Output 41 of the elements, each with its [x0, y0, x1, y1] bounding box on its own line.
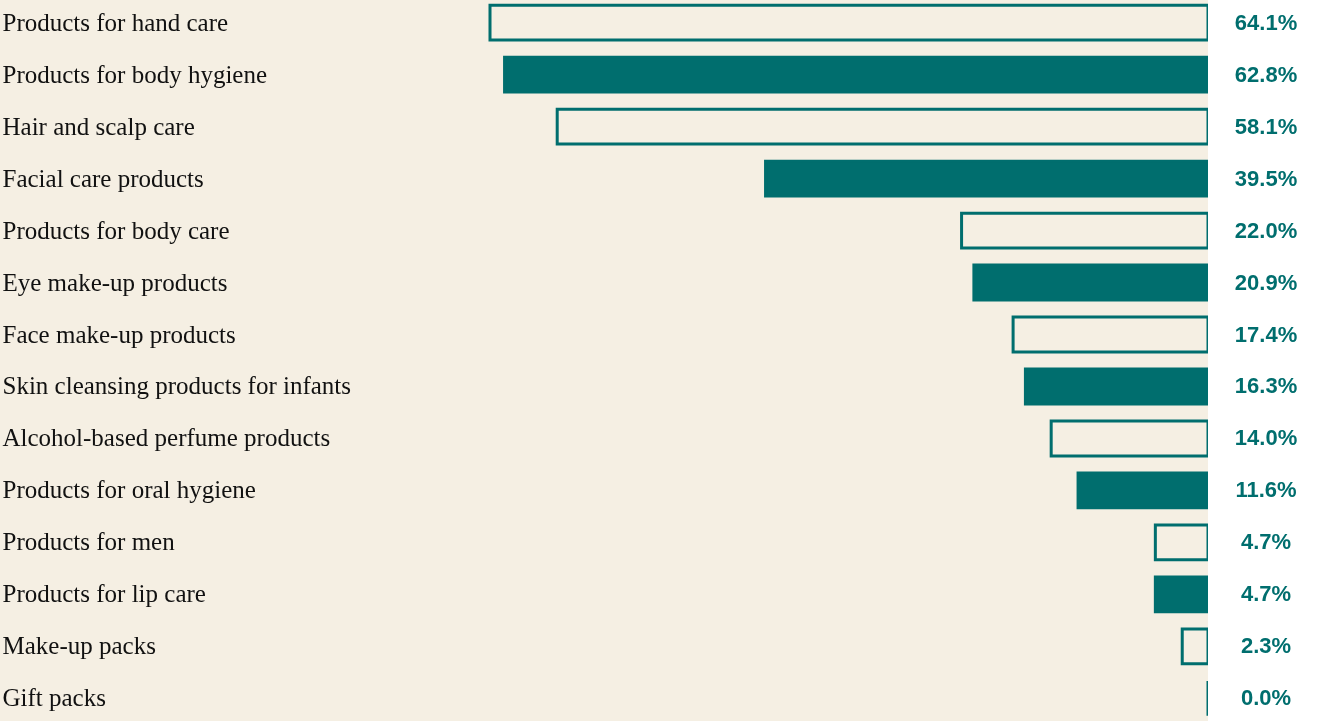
data-label: 22.0%	[1234, 217, 1298, 243]
y-tick-label: Make-up packs	[2, 632, 156, 660]
data-label: 64.1%	[1234, 9, 1298, 35]
y-tick-label: Products for hand care	[2, 8, 229, 36]
data-label: 4.7%	[1240, 581, 1292, 607]
y-tick-label: Products for oral hygiene	[2, 476, 256, 504]
bar	[960, 211, 1210, 250]
bar	[1180, 627, 1210, 666]
data-label: 17.4%	[1234, 321, 1298, 347]
y-tick-label: Face make-up products	[2, 320, 236, 348]
bar	[555, 107, 1210, 146]
y-tick-label: Products for men	[2, 528, 176, 556]
y-tick-label: Hair and scalp care	[2, 112, 195, 140]
data-label: 2.3%	[1240, 633, 1292, 659]
data-label: 0.0%	[1240, 685, 1292, 711]
bar	[1049, 419, 1210, 458]
y-tick-label: Gift packs	[2, 684, 106, 712]
data-label: 4.7%	[1240, 529, 1292, 555]
data-label: 16.3%	[1234, 373, 1298, 399]
y-tick-label: Products for body care	[2, 216, 230, 244]
bar	[1076, 471, 1210, 510]
y-tick-label: Facial care products	[2, 164, 204, 192]
data-label: 11.6%	[1235, 477, 1297, 503]
bar	[972, 263, 1210, 302]
bar	[1023, 367, 1210, 406]
data-label: 20.9%	[1234, 269, 1298, 295]
y-tick-label: Products for body hygiene	[2, 60, 268, 88]
y-tick-label: Eye make-up products	[2, 268, 228, 296]
y-tick-label: Products for lip care	[2, 580, 206, 608]
bar	[1153, 523, 1210, 562]
data-label: 14.0%	[1234, 425, 1298, 451]
y-tick-label: Skin cleansing products for infants	[2, 372, 352, 400]
data-label: 39.5%	[1234, 165, 1298, 191]
data-label: 62.8%	[1234, 61, 1298, 87]
data-label: 58.1%	[1234, 113, 1298, 139]
bar	[1153, 575, 1210, 614]
y-tick-label: Alcohol-based perfume products	[2, 424, 331, 452]
bar	[1011, 315, 1210, 354]
bar	[764, 159, 1210, 198]
bar	[503, 55, 1210, 94]
bar	[488, 3, 1210, 42]
